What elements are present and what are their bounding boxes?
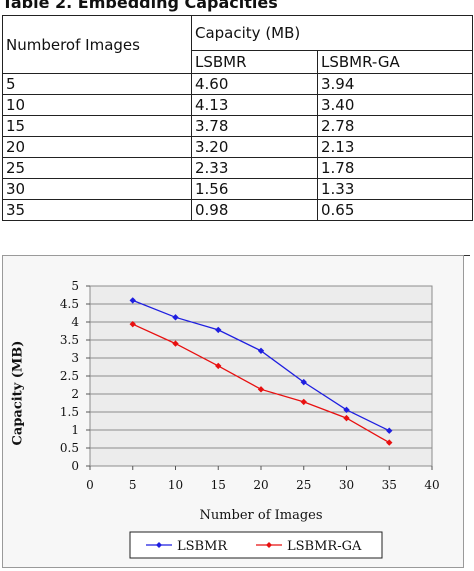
data-point [172,314,179,321]
y-tick-label: 1 [71,423,79,437]
table-row: 5 4.60 3.94 [2,73,474,95]
x-tick-label: 25 [296,478,311,492]
legend-marker [266,542,272,548]
y-tick-label: 4.5 [60,297,79,311]
cell-lsbmr: 4.13 [191,94,318,116]
x-tick-label: 10 [168,478,183,492]
data-point [215,326,222,334]
x-tick-label: 15 [211,478,226,492]
y-tick-label: 4 [71,315,79,329]
table-row: 15 3.78 2.78 [2,115,474,137]
table-caption: Table 2. Embedding Capacities [2,0,278,12]
y-tick-label: 1.5 [60,405,79,419]
cell-lsbmr: 4.60 [191,73,318,95]
data-point [257,386,265,393]
cell-lsbmr-ga: 0.65 [316,199,474,221]
table-body: 5 4.60 3.94 10 4.13 3.40 15 3.78 2.78 20 3.20 2.13 2… [2,73,474,221]
cell-lsbmr: 3.78 [191,115,318,137]
y-tick-label: 2.5 [60,369,79,383]
capacity-table: Numberof Images Capacity (MB) LSBMR LSBM… [2,15,474,221]
x-axis-title: Number of Images [199,508,322,523]
cell-number-of-images: 15 [2,115,192,137]
y-tick-label: 0.5 [60,441,79,455]
data-point [215,362,222,370]
col-header-lsbmr: LSBMR [191,50,318,74]
y-tick-label: 3.5 [60,333,79,347]
y-tick-label: 0 [71,459,79,473]
data-point [300,378,307,386]
table-row: 10 4.13 3.40 [2,94,474,116]
data-point [257,347,265,354]
data-point [343,414,350,422]
col-header-number-of-images: Numberof Images [2,15,192,74]
legend-marker [156,542,162,548]
x-tick-label: 35 [382,478,397,492]
x-tick-label: 40 [424,478,439,492]
table-row: 25 2.33 1.78 [2,157,474,179]
table-row: 20 3.20 2.13 [2,136,474,158]
y-tick-label: 5 [71,279,79,293]
col-header-lsbmr-ga: LSBMR-GA [316,50,474,74]
cell-lsbmr-ga: 3.40 [316,94,474,116]
y-tick-label: 3 [71,351,79,365]
cell-lsbmr-ga: 2.78 [316,115,474,137]
table-row: 35 0.98 0.65 [2,199,474,221]
y-tick-label: 2 [71,387,79,401]
cell-lsbmr-ga: 3.94 [316,73,474,95]
legend-label: LSBMR-GA [287,539,362,554]
data-point [129,320,136,328]
data-point [129,297,136,304]
cell-number-of-images: 35 [2,199,192,221]
data-point [172,340,179,347]
data-point [386,427,393,434]
col-header-capacity: Capacity (MB) [190,15,474,51]
data-point [343,406,350,414]
x-tick-label: 0 [86,478,94,492]
legend-label: LSBMR [177,539,228,554]
cell-lsbmr: 0.98 [191,199,318,221]
x-tick-label: 5 [129,478,137,492]
cell-lsbmr: 1.56 [191,178,318,200]
x-tick-label: 30 [339,478,354,492]
x-tick-label: 20 [253,478,268,492]
data-point [300,398,307,406]
data-point [386,439,393,446]
